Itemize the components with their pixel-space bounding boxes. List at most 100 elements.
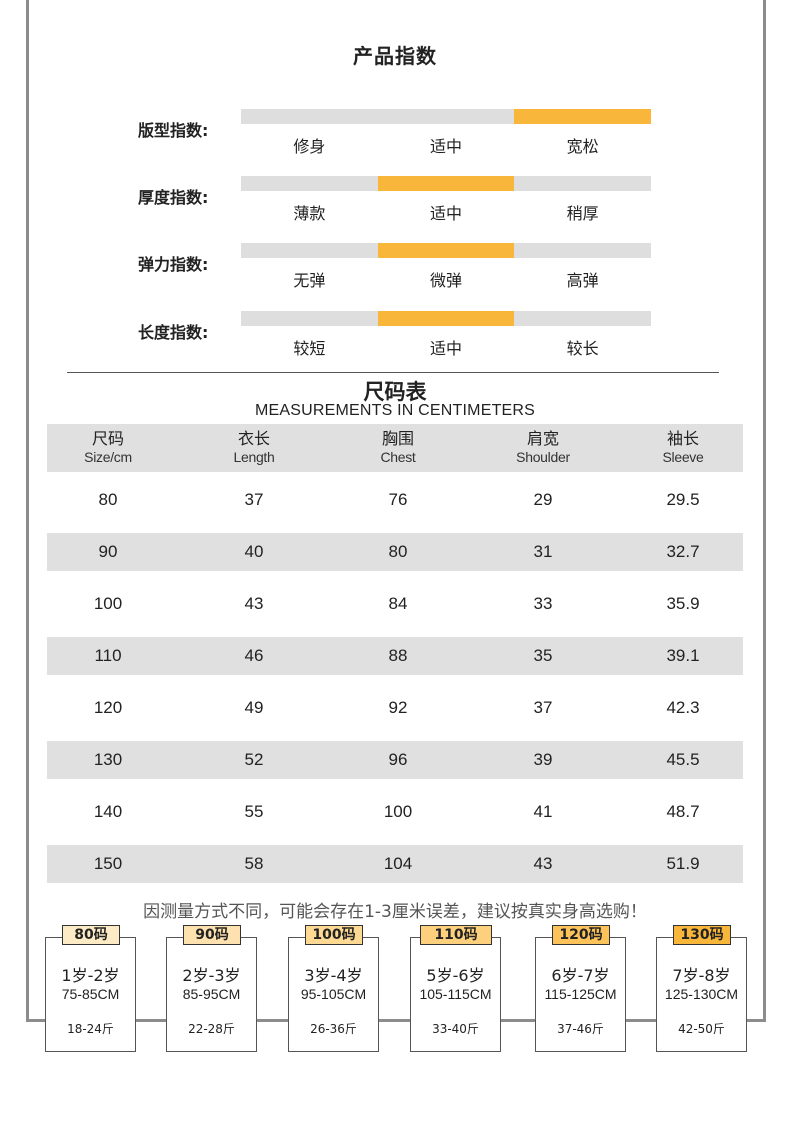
table-row: 110 46 88 35 39.1 — [47, 637, 743, 675]
size-card-age: 2岁-3岁 — [182, 966, 241, 985]
table-cell: 46 — [244, 646, 264, 665]
index-bar-segment — [241, 109, 378, 124]
index-bar-segment — [514, 176, 651, 191]
measurement-note: 因测量方式不同，可能会存在1-3厘米误差，建议按真实身高选购！ — [143, 902, 647, 922]
size-card-age: 1岁-2岁 — [61, 966, 120, 985]
table-cell: 39.1 — [666, 646, 700, 665]
index-option: 高弹 — [566, 271, 599, 290]
table-cell: 58 — [244, 854, 264, 873]
table-row: 130 52 96 39 45.5 — [47, 741, 743, 779]
column-header-cn: 尺码 — [91, 429, 124, 448]
column-header-cn: 肩宽 — [526, 429, 559, 448]
table-cell: 110 — [94, 646, 122, 665]
size-card-height: 95-105CM — [300, 986, 367, 1002]
size-card-tag: 90码 — [183, 925, 241, 945]
frame-right-border — [763, 0, 766, 1022]
table-cell: 120 — [93, 698, 123, 717]
table-cell: 31 — [533, 542, 553, 561]
size-card: 2岁-3岁 85-95CM 22-28斤 — [166, 937, 257, 1052]
index-option: 修身 — [293, 137, 326, 156]
size-card-weight: 18-24斤 — [67, 1022, 114, 1036]
table-row: 80 37 76 29 29.5 — [47, 481, 743, 519]
column-header-en: Chest — [380, 449, 416, 465]
table-cell: 104 — [383, 854, 413, 873]
index-option: 较短 — [293, 339, 326, 358]
column-header: 衣长 Length — [194, 430, 314, 466]
index-options: 薄款 适中 稍厚 — [241, 200, 651, 224]
size-card: 7岁-8岁 125-130CM 42-50斤 — [656, 937, 747, 1052]
table-cell: 88 — [388, 646, 408, 665]
table-cell: 76 — [388, 490, 408, 509]
index-label: 长度指数: — [138, 323, 209, 342]
table-row: 100 43 84 33 35.9 — [47, 585, 743, 623]
index-option: 微弹 — [430, 271, 463, 290]
column-header: 胸围 Chest — [338, 430, 458, 466]
product-index-title: 产品指数 — [353, 44, 437, 68]
size-card: 1岁-2岁 75-85CM 18-24斤 — [45, 937, 136, 1052]
index-row: 弹力指数: 无弹 微弹 高弹 — [0, 243, 790, 303]
index-label: 版型指数: — [138, 121, 209, 140]
table-cell: 80 — [98, 490, 118, 509]
table-cell: 140 — [93, 802, 123, 821]
size-card-weight: 26-36斤 — [310, 1022, 357, 1036]
index-row: 厚度指数: 薄款 适中 稍厚 — [0, 176, 790, 236]
table-cell: 32.7 — [666, 542, 700, 561]
column-header-cn: 胸围 — [381, 429, 414, 448]
index-row: 版型指数: 修身 适中 宽松 — [0, 109, 790, 169]
size-table-header: 尺码 Size/cm 衣长 Length 胸围 Chest 肩宽 Shoulder 袖长 Slee… — [47, 424, 743, 472]
size-card-weight: 42-50斤 — [678, 1022, 725, 1036]
table-cell: 40 — [244, 542, 264, 561]
index-option: 宽松 — [566, 137, 599, 156]
table-cell: 29 — [533, 490, 553, 509]
size-card-age: 5岁-6岁 — [426, 966, 485, 985]
size-card-height: 105-115CM — [419, 986, 492, 1002]
size-card-height: 115-125CM — [544, 986, 617, 1002]
table-cell: 35.9 — [666, 594, 700, 613]
column-header-en: Length — [233, 449, 275, 465]
table-cell: 100 — [383, 802, 413, 821]
index-option: 稍厚 — [566, 204, 599, 223]
size-card-age: 7岁-8岁 — [672, 966, 731, 985]
table-cell: 37 — [244, 490, 264, 509]
column-header: 肩宽 Shoulder — [483, 430, 603, 466]
column-header-en: Size/cm — [84, 449, 132, 465]
frame-bottom-border — [26, 1019, 766, 1022]
index-bar-segment — [378, 109, 515, 124]
index-options: 修身 适中 宽松 — [241, 133, 651, 157]
size-card-tag: 80码 — [62, 925, 120, 945]
table-row: 120 49 92 37 42.3 — [47, 689, 743, 727]
table-row: 150 58 104 43 51.9 — [47, 845, 743, 883]
size-card-weight: 22-28斤 — [188, 1022, 235, 1036]
table-cell: 55 — [244, 802, 264, 821]
table-cell: 84 — [388, 594, 408, 613]
column-header: 袖长 Sleeve — [623, 430, 743, 466]
table-cell: 35 — [533, 646, 553, 665]
table-cell: 42.3 — [666, 698, 700, 717]
index-bar — [241, 243, 651, 258]
index-bar-selected-segment — [377, 311, 515, 326]
index-label: 弹力指数: — [138, 255, 209, 274]
size-table-subtitle: MEASUREMENTS IN CENTIMETERS — [254, 402, 536, 419]
size-card-tag: 130码 — [673, 925, 731, 945]
index-options: 较短 适中 较长 — [241, 335, 651, 359]
table-cell: 33 — [533, 594, 553, 613]
table-cell: 100 — [93, 594, 123, 613]
frame-left-border — [26, 0, 29, 1022]
index-bar-segment — [514, 311, 651, 326]
table-cell: 49 — [244, 698, 264, 717]
index-bar-segment — [241, 311, 378, 326]
size-card-weight: 33-40斤 — [432, 1022, 479, 1036]
index-bar — [241, 176, 651, 191]
column-header-cn: 袖长 — [666, 429, 699, 448]
index-option: 薄款 — [293, 204, 326, 223]
index-bar-selected-segment — [377, 243, 515, 258]
index-option: 较长 — [566, 339, 599, 358]
section-divider — [67, 372, 719, 373]
column-header-en: Shoulder — [516, 449, 570, 465]
index-bar-selected-segment — [377, 176, 515, 191]
table-cell: 45.5 — [666, 750, 700, 769]
size-card-tag: 120码 — [552, 925, 610, 945]
size-card-weight: 37-46斤 — [557, 1022, 604, 1036]
column-header: 尺码 Size/cm — [48, 430, 168, 466]
table-cell: 92 — [388, 698, 408, 717]
